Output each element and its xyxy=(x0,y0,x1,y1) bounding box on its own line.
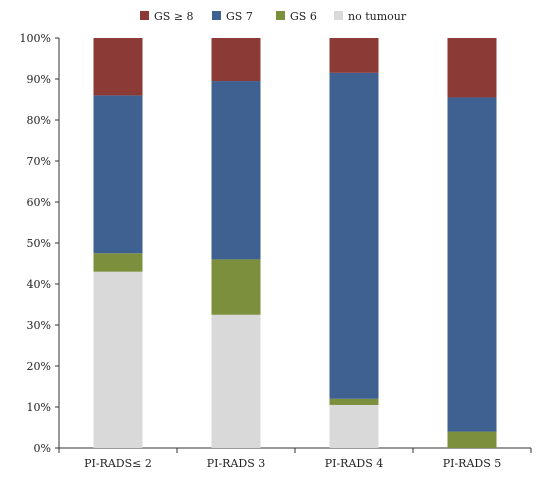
plot-area: 0% 10% 20% 30% 40% 50% 60% 70% 80% 90% 100% PI-RADS… xyxy=(20,32,532,470)
bar-segment xyxy=(329,398,379,405)
legend-label: GS ≥ 8 xyxy=(154,10,194,23)
legend-swatch xyxy=(140,11,149,20)
y-tick-label: 80% xyxy=(27,114,51,127)
bar-segment xyxy=(447,97,497,432)
bar-segment xyxy=(93,38,143,96)
x-tick-label: PI-RADS 5 xyxy=(443,457,502,470)
legend: GS ≥ 8 GS 7 GS 6 no tumour xyxy=(140,10,407,23)
bar-segment xyxy=(329,72,379,399)
legend-swatch xyxy=(276,11,285,20)
legend-swatch xyxy=(334,11,343,20)
bar-segment xyxy=(447,38,497,98)
y-tick-label: 100% xyxy=(20,32,51,45)
bar-segment xyxy=(447,431,497,448)
bar-segment xyxy=(93,95,143,254)
legend-label: GS 7 xyxy=(226,10,253,23)
legend-swatch xyxy=(212,11,221,20)
y-tick-label: 30% xyxy=(27,319,51,332)
bar-segment xyxy=(211,81,261,260)
y-tick-label: 20% xyxy=(27,360,51,373)
bar-segment xyxy=(93,271,143,448)
bar-segment xyxy=(211,314,261,448)
bar-segment xyxy=(211,38,261,82)
y-tick-label: 70% xyxy=(27,155,51,168)
bar-segment xyxy=(93,253,143,272)
x-tick-label: PI-RADS 4 xyxy=(325,457,384,470)
x-tick-label: PI-RADS 3 xyxy=(207,457,266,470)
y-tick-label: 90% xyxy=(27,73,51,86)
y-tick-label: 0% xyxy=(34,442,51,455)
legend-label: no tumour xyxy=(348,10,407,23)
legend-label: GS 6 xyxy=(290,10,317,23)
x-tick-label: PI-RADS≤ 2 xyxy=(84,457,152,470)
y-tick-label: 50% xyxy=(27,237,51,250)
bar-segment xyxy=(211,259,261,315)
bar-segment xyxy=(329,38,379,73)
y-tick-label: 60% xyxy=(27,196,51,209)
bar-segment xyxy=(329,404,379,448)
y-tick-label: 40% xyxy=(27,278,51,291)
y-tick-label: 10% xyxy=(27,401,51,414)
